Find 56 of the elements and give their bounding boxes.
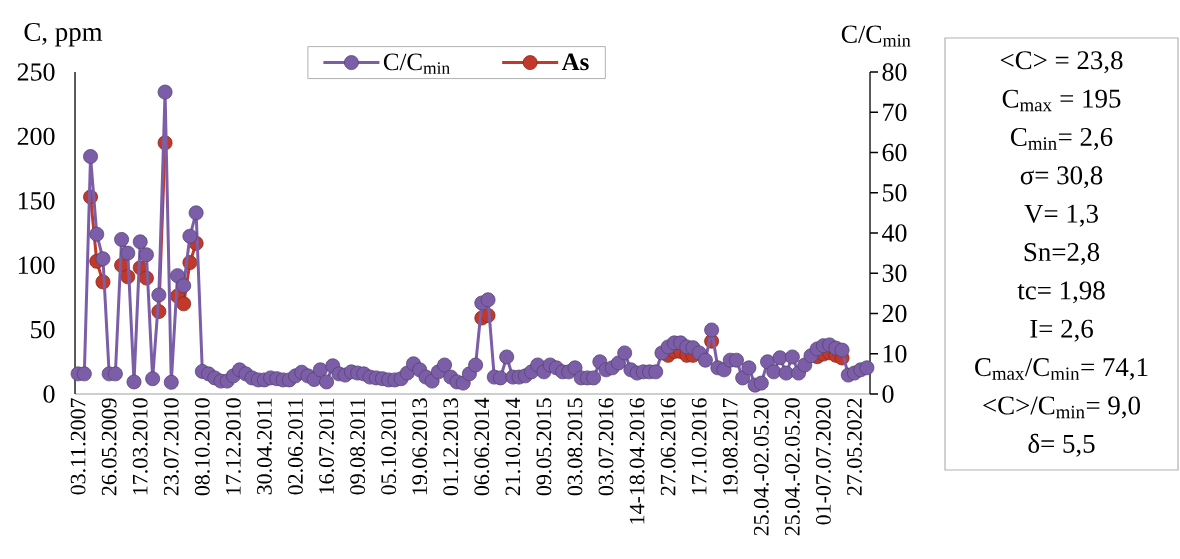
text: V= 1,3 [1024, 204, 1098, 227]
x-tick-label: 16.07.2011 [319, 398, 334, 494]
y2-tick-label: 40 [882, 224, 907, 242]
x-tick-label: 01.12.2013 [443, 398, 459, 496]
x-tick-label: 17.03.2010 [132, 398, 148, 495]
text: I= 2,6 [1030, 319, 1093, 342]
y-axis-title: C, ppm [24, 22, 103, 47]
y2-tick-label: 10 [883, 344, 907, 363]
x-tick-label: 27.05.2022 [847, 398, 862, 496]
y2-axis-title: C/C$_{min}$ [841, 25, 911, 47]
x-tick-label: 09.08.2011 [350, 398, 366, 495]
y2-tick-label: 30 [882, 264, 907, 282]
x-tick-label: 30.04.2011 [257, 398, 272, 495]
y-tick-label: 250 [17, 63, 55, 81]
x-tick-label: 25.04.-02.05.20 [784, 398, 800, 536]
x-tick-label: 03.08.2015 [567, 398, 583, 496]
x-tick-label: 14-18.04.2016 [629, 398, 645, 524]
x-tick-label: 17.12.2010 [225, 398, 241, 495]
x-tick-label: 19.08.2017 [722, 398, 738, 495]
text: C$_{min}$= 2,6 [1011, 127, 1113, 150]
y2-tick-label: 0 [882, 385, 894, 403]
x-tick-label: 23.07.2010 [163, 398, 179, 496]
y2-tick-label: 80 [882, 63, 907, 81]
x-tick-label: 03.07.2016 [598, 398, 614, 496]
y-tick-label: 0 [43, 385, 55, 403]
y2-tick-label: 50 [883, 183, 907, 202]
text: σ= 30,8 [1020, 166, 1103, 189]
x-tick-label: 08.10.2010 [194, 398, 210, 496]
text: C$_{max}$ = 195 [1002, 89, 1121, 112]
x-tick-label: 19.06.2013 [412, 398, 428, 495]
x-tick-label: 06.06.2014 [474, 397, 490, 496]
x-tick-label: 25.04.-02.05.20 [753, 398, 769, 536]
x-tick-label: 21.10.2014 [505, 397, 521, 496]
x-tick-label: 26.05.2009 [101, 398, 117, 496]
y-tick-label: 150 [18, 192, 55, 210]
legend-label: C/C$_{min}$ [383, 53, 450, 74]
y2-tick-label: 60 [882, 143, 907, 162]
x-tick-label: 03.11.2007 [70, 398, 86, 495]
x-tick-label: 09.05.2015 [536, 398, 552, 496]
x-tick-label: 01-07.07.2020 [815, 398, 831, 525]
text: δ= 5,5 [1028, 433, 1095, 457]
text: tc= 1,98 [1017, 281, 1105, 304]
legend-label: As [561, 53, 589, 71]
y2-tick-label: 70 [883, 103, 907, 121]
x-tick-label: 05.10.2011 [381, 398, 397, 495]
text: <C>/C$_{min}$= 9,0 [983, 396, 1140, 419]
x-tick-label: 02.06.2011 [288, 398, 303, 495]
text: <C> = 23,8 [1000, 51, 1123, 74]
y-tick-label: 200 [17, 127, 55, 146]
x-tick-label: 27.06.2016 [660, 398, 676, 496]
y2-tick-label: 20 [882, 304, 907, 323]
text: C$_{max}$/C$_{min}$= 74,1 [975, 358, 1148, 381]
y-tick-label: 50 [31, 320, 55, 339]
x-tick-label: 17.10.2016 [691, 398, 707, 495]
y-tick-label: 100 [18, 256, 55, 274]
text: Sn=2,8 [1024, 242, 1100, 265]
